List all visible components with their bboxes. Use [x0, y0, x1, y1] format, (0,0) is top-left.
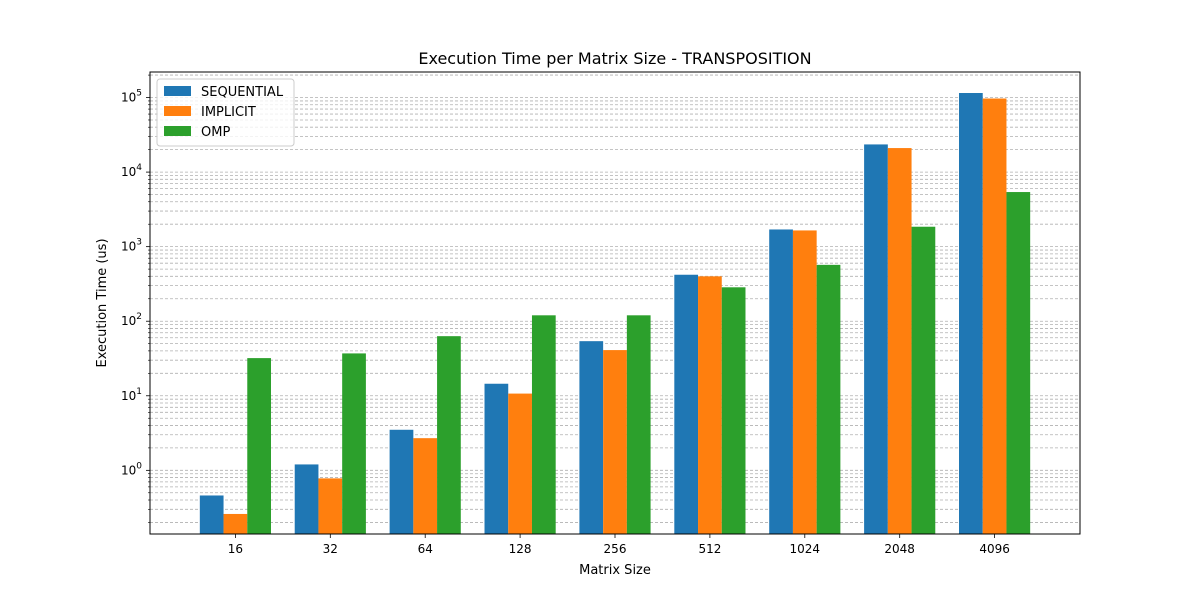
bar-sequential-256 — [579, 341, 604, 534]
legend-label-implicit: IMPLICIT — [201, 105, 256, 120]
axis-ticks: 100 101 102 103 104 105 16 32 64 128 256 512 1024 204… — [121, 74, 1010, 556]
x-tick-label: 1024 — [790, 542, 821, 556]
legend-swatch-omp — [164, 126, 191, 136]
x-tick-label: 16 — [228, 542, 243, 556]
bar-implicit-512 — [698, 276, 722, 534]
bar-sequential-1024 — [769, 229, 793, 534]
y-tick-label: 105 — [121, 89, 142, 105]
bar-sequential-512 — [674, 274, 699, 534]
y-tick-label: 104 — [121, 163, 142, 179]
legend-swatch-implicit — [164, 106, 191, 116]
bar-omp-64 — [437, 336, 461, 534]
y-tick-label: 101 — [121, 387, 142, 403]
bar-omp-256 — [626, 315, 651, 534]
x-tick-label: 128 — [509, 542, 532, 556]
bar-omp-512 — [721, 287, 746, 534]
chart-title: Execution Time per Matrix Size - TRANSPO… — [418, 49, 811, 68]
x-tick-label: 4096 — [979, 542, 1010, 556]
y-axis-label: Execution Time (us) — [95, 238, 110, 367]
bar-implicit-16 — [223, 513, 248, 534]
bars — [199, 93, 1031, 535]
legend-swatch-sequential — [164, 86, 191, 96]
bar-implicit-2048 — [887, 148, 912, 534]
bar-omp-1024 — [816, 264, 841, 534]
legend-box — [156, 78, 295, 147]
bar-implicit-1024 — [792, 230, 817, 534]
x-tick-label: 256 — [604, 542, 627, 556]
x-tick-label: 512 — [698, 542, 721, 556]
bar-sequential-128 — [484, 383, 509, 534]
bar-omp-32 — [342, 353, 366, 534]
legend-label-sequential: SEQUENTIAL — [201, 85, 284, 100]
bar-omp-4096 — [1006, 192, 1031, 534]
x-tick-label: 64 — [418, 542, 433, 556]
bar-implicit-256 — [603, 350, 627, 534]
legend-label-omp: OMP — [201, 125, 230, 140]
bar-omp-2048 — [911, 226, 936, 534]
bar-implicit-128 — [508, 393, 532, 534]
bar-omp-128 — [531, 315, 556, 534]
y-tick-label: 100 — [121, 461, 142, 477]
bar-omp-16 — [247, 358, 271, 534]
bar-implicit-64 — [413, 438, 438, 534]
y-tick-label: 102 — [121, 312, 142, 328]
x-tick-label: 32 — [323, 542, 338, 556]
bar-sequential-64 — [389, 429, 414, 534]
bar-sequential-16 — [199, 495, 224, 534]
x-axis-label: Matrix Size — [579, 563, 651, 578]
bar-sequential-32 — [294, 464, 319, 534]
bar-sequential-4096 — [959, 93, 983, 534]
legend: SEQUENTIAL IMPLICIT OMP — [156, 78, 295, 147]
bar-implicit-32 — [318, 478, 343, 534]
bar-implicit-4096 — [982, 98, 1007, 534]
bar-sequential-2048 — [864, 144, 888, 535]
y-tick-label: 103 — [121, 238, 142, 254]
x-tick-label: 2048 — [884, 542, 915, 556]
